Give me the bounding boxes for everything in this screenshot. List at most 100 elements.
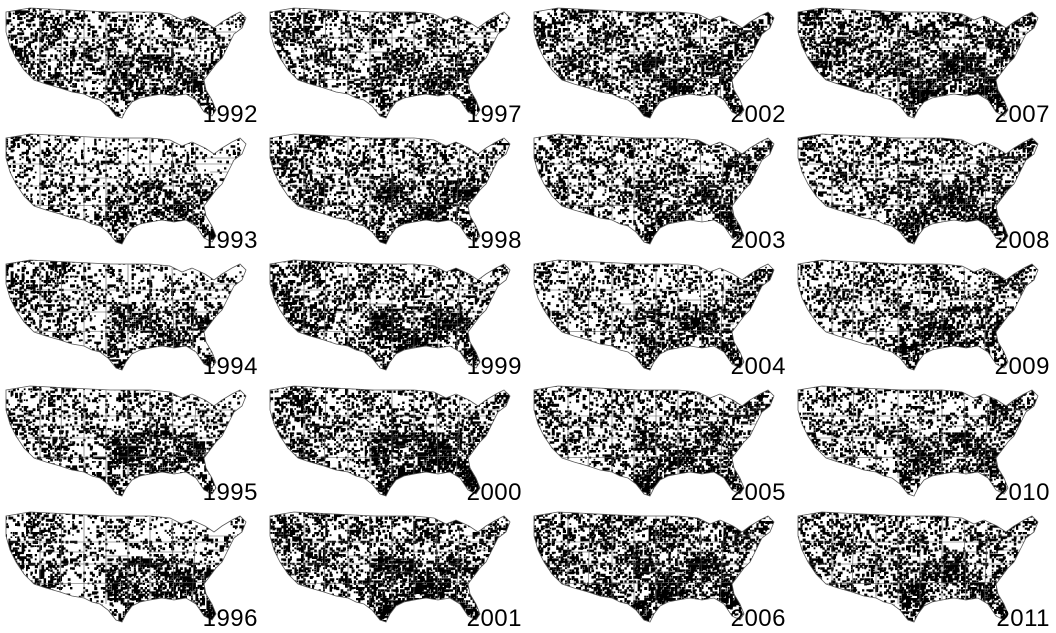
us-map-2002: [533, 7, 775, 119]
density-speckle: [798, 386, 1038, 496]
us-outline: [533, 133, 775, 245]
state-borders: [8, 9, 240, 102]
state-borders: [272, 135, 504, 228]
density-speckle: [270, 260, 510, 370]
state-borders: [8, 513, 240, 606]
us-outline: [533, 511, 775, 623]
us-outline: [797, 7, 1039, 119]
us-outline: [5, 259, 247, 371]
state-borders: [536, 261, 768, 354]
year-label: 2010: [994, 479, 1050, 506]
year-label: 1996: [202, 605, 258, 632]
map-panel-1994: 1994: [0, 254, 264, 380]
year-label: 1994: [202, 353, 258, 380]
us-outline: [5, 385, 247, 497]
year-label: 2001: [466, 605, 522, 632]
us-map-1995: [5, 385, 247, 497]
state-borders: [8, 135, 240, 228]
map-panel-1999: 1999: [264, 254, 528, 380]
map-panel-1996: 1996: [0, 506, 264, 632]
state-borders: [800, 261, 1032, 354]
map-panel-2004: 2004: [528, 254, 792, 380]
state-borders: [272, 513, 504, 606]
us-outline: [269, 7, 511, 119]
year-label: 2006: [730, 605, 786, 632]
us-map-2001: [269, 511, 511, 623]
state-borders: [272, 261, 504, 354]
state-borders: [272, 9, 504, 102]
us-map-1992: [5, 7, 247, 119]
us-map-2007: [797, 7, 1039, 119]
year-label: 1995: [202, 479, 258, 506]
us-outline: [533, 7, 775, 119]
map-panel-2007: 2007: [792, 2, 1056, 128]
state-borders: [800, 9, 1032, 102]
us-outline: [269, 133, 511, 245]
map-panel-2002: 2002: [528, 2, 792, 128]
map-panel-2011: 2011: [792, 506, 1056, 632]
density-speckle: [798, 512, 1038, 622]
us-outline: [797, 259, 1039, 371]
year-label: 2009: [994, 353, 1050, 380]
us-map-1998: [269, 133, 511, 245]
year-label: 2000: [466, 479, 522, 506]
map-panel-2003: 2003: [528, 128, 792, 254]
year-label: 2007: [994, 101, 1050, 128]
us-map-2009: [797, 259, 1039, 371]
state-borders: [536, 513, 768, 606]
state-borders: [272, 387, 504, 480]
us-map-1994: [5, 259, 247, 371]
year-label: 1999: [466, 353, 522, 380]
year-label: 2005: [730, 479, 786, 506]
year-label: 1993: [202, 227, 258, 254]
us-map-2008: [797, 133, 1039, 245]
us-map-2004: [533, 259, 775, 371]
us-outline: [5, 7, 247, 119]
year-label: 2003: [730, 227, 786, 254]
us-outline: [533, 385, 775, 497]
us-map-1993: [5, 133, 247, 245]
state-borders: [800, 387, 1032, 480]
year-label: 1998: [466, 227, 522, 254]
year-label: 2008: [994, 227, 1050, 254]
map-panel-2000: 2000: [264, 380, 528, 506]
state-borders: [536, 9, 768, 102]
map-panel-2005: 2005: [528, 380, 792, 506]
density-speckle: [270, 386, 510, 496]
state-borders: [800, 513, 1032, 606]
us-outline: [269, 259, 511, 371]
year-label: 1997: [466, 101, 522, 128]
us-map-2010: [797, 385, 1039, 497]
map-panel-1995: 1995: [0, 380, 264, 506]
us-outline: [797, 385, 1039, 497]
year-label: 2002: [730, 101, 786, 128]
map-panel-2010: 2010: [792, 380, 1056, 506]
map-panel-1998: 1998: [264, 128, 528, 254]
us-map-2000: [269, 385, 511, 497]
map-panel-2006: 2006: [528, 506, 792, 632]
year-label: 2011: [996, 605, 1050, 632]
year-label: 2004: [730, 353, 786, 380]
state-borders: [800, 135, 1032, 228]
map-panel-2001: 2001: [264, 506, 528, 632]
us-outline: [5, 133, 247, 245]
us-map-2011: [797, 511, 1039, 623]
us-map-2006: [533, 511, 775, 623]
density-speckle: [270, 134, 510, 244]
us-map-1996: [5, 511, 247, 623]
map-panel-2009: 2009: [792, 254, 1056, 380]
us-map-1999: [269, 259, 511, 371]
state-borders: [536, 135, 768, 228]
map-panel-1997: 1997: [264, 2, 528, 128]
state-borders: [536, 387, 768, 480]
map-panel-1992: 1992: [0, 2, 264, 128]
state-borders: [8, 387, 240, 480]
us-map-2003: [533, 133, 775, 245]
map-panel-1993: 1993: [0, 128, 264, 254]
us-outline: [269, 511, 511, 623]
us-outline: [533, 259, 775, 371]
state-borders: [8, 261, 240, 354]
us-outline: [797, 133, 1039, 245]
us-map-2005: [533, 385, 775, 497]
